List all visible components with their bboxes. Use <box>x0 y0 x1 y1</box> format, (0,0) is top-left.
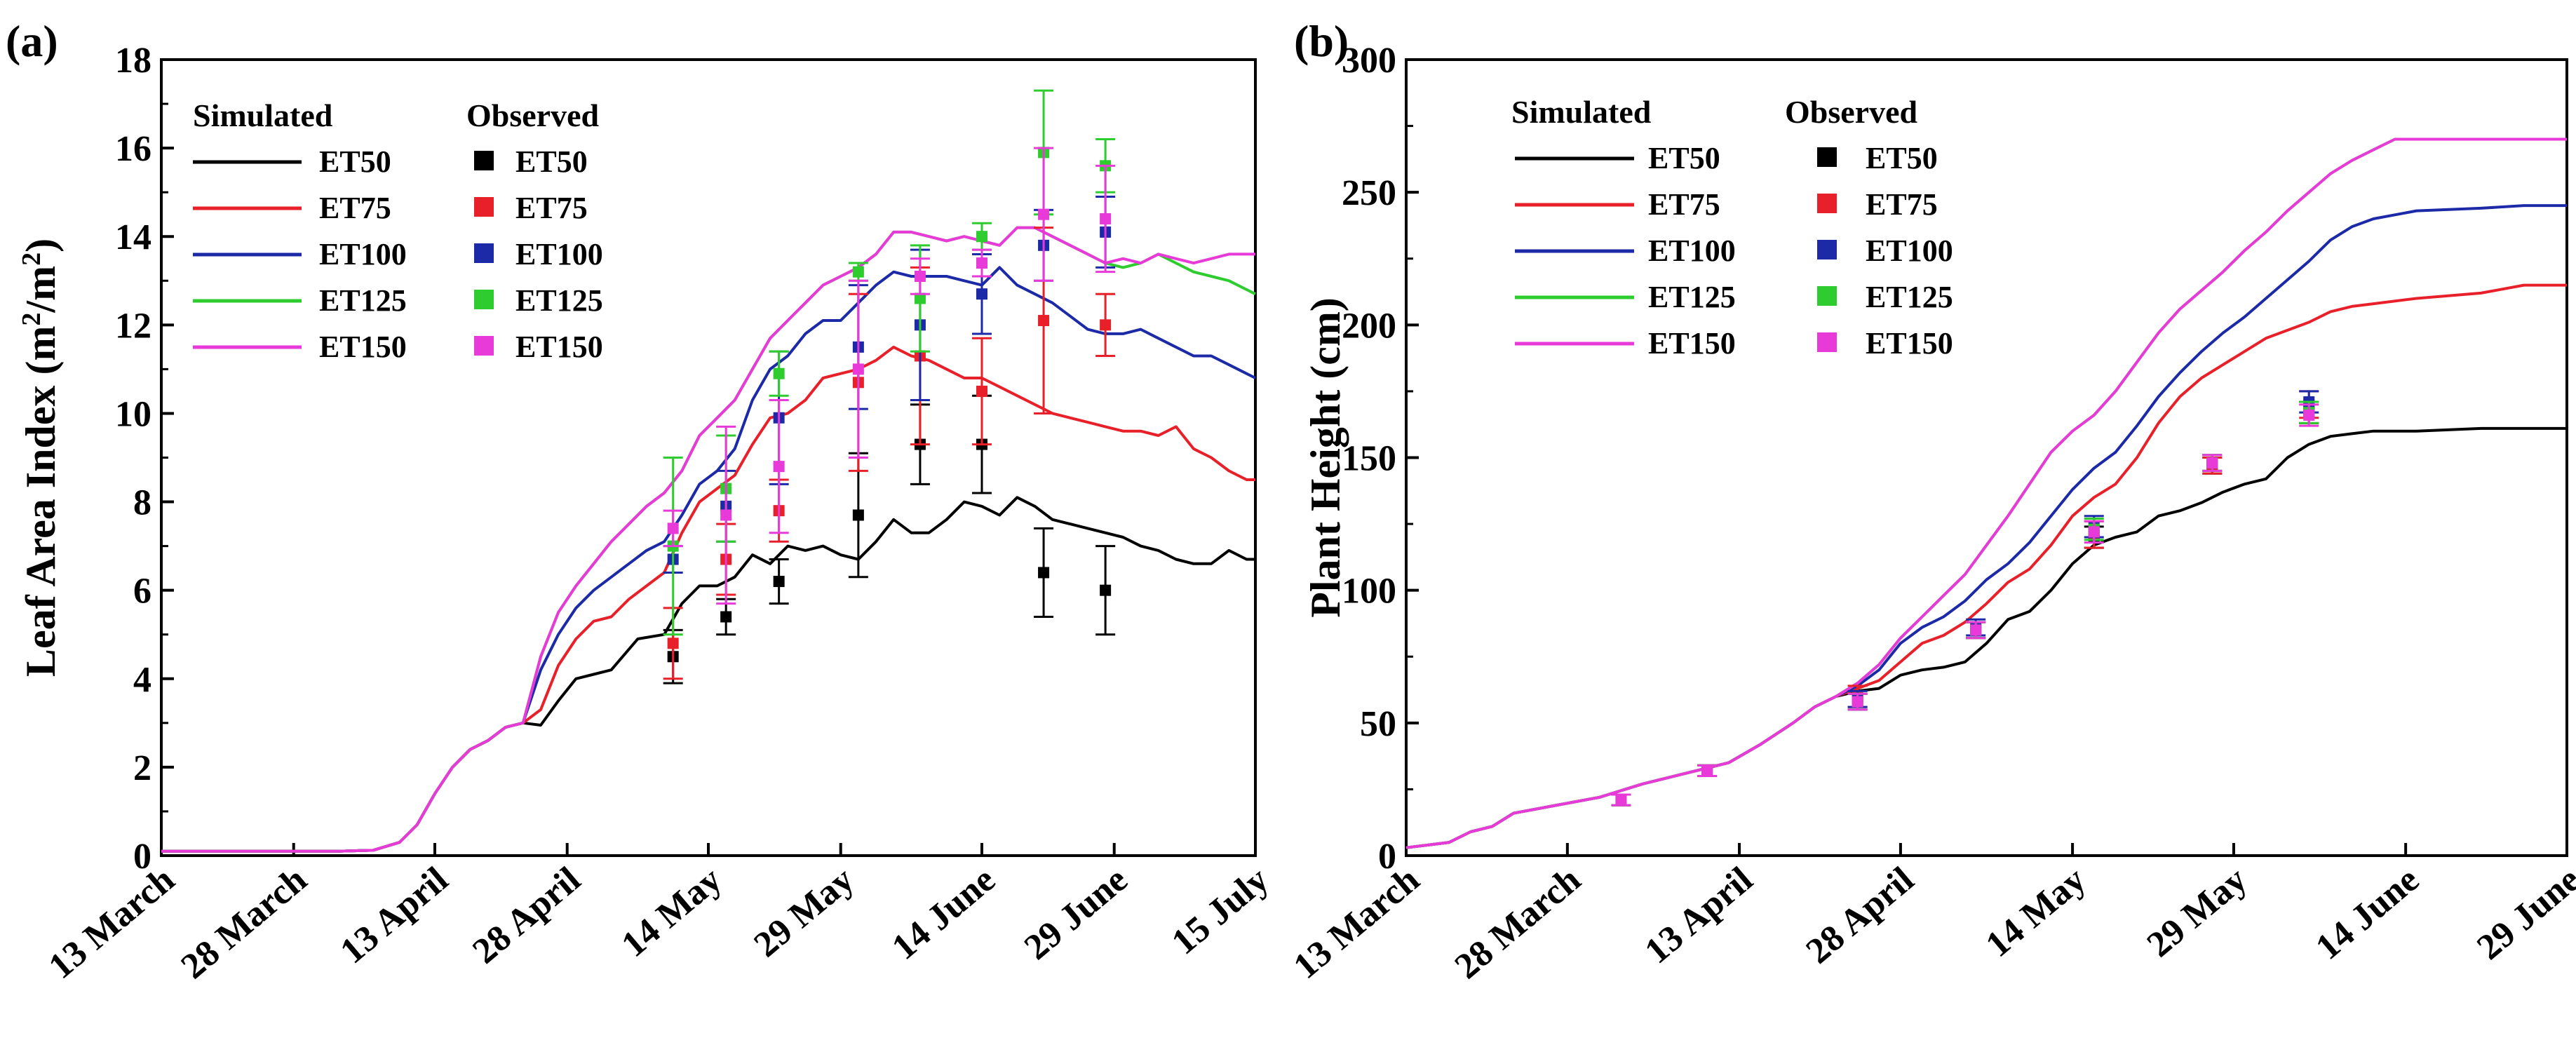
observed-point-et150 <box>1970 624 1982 636</box>
observed-point-et75 <box>976 385 987 397</box>
legend-marker-et75 <box>474 197 494 217</box>
observed-point-et150 <box>2206 457 2218 469</box>
legend-simulated-label: ET50 <box>319 144 391 179</box>
observed-point-et150 <box>773 461 785 473</box>
y-tick-label: 300 <box>1342 41 1396 81</box>
observed-point-et150 <box>1615 794 1627 806</box>
observed-point-et150 <box>1038 208 1050 220</box>
observed-point-et75 <box>1100 319 1112 331</box>
observed-point-et75 <box>667 638 679 649</box>
legend-observed-label: ET125 <box>1866 280 1953 314</box>
observed-point-et50 <box>852 509 864 521</box>
observed-point-et50 <box>720 611 732 623</box>
y-tick-label: 6 <box>133 572 151 612</box>
observed-point-et150 <box>1701 764 1713 776</box>
observed-point-et75 <box>1038 315 1050 327</box>
legend-marker-et150 <box>474 336 494 356</box>
legend-observed-header: Observed <box>1785 94 1918 130</box>
legend-simulated-label: ET50 <box>1648 141 1720 175</box>
legend-observed-label: ET150 <box>515 330 603 364</box>
legend-observed-label: ET100 <box>515 237 603 271</box>
observed-point-et125 <box>976 231 987 243</box>
legend-simulated-header: Simulated <box>193 97 333 133</box>
y-tick-label: 18 <box>115 41 151 81</box>
legend-observed-header: Observed <box>466 97 600 133</box>
legend: Simulated Observed ET50 ET50 ET75 ET75 ET100 ET… <box>193 97 603 364</box>
legend-marker-et50 <box>474 151 494 170</box>
y-axis-title-part: ) <box>18 238 64 252</box>
legend-observed-label: ET75 <box>1866 187 1938 222</box>
y-tick-label: 200 <box>1342 306 1396 346</box>
y-tick-label: 4 <box>133 660 151 700</box>
y-tick-label: 2 <box>133 748 151 788</box>
legend-simulated-label: ET75 <box>1648 187 1720 222</box>
y-tick-label: 0 <box>1378 837 1396 877</box>
y-tick-label: 0 <box>133 837 151 877</box>
legend-observed-label: ET50 <box>1866 141 1938 175</box>
legend: Simulated Observed ET50 ET50 ET75 ET75 ET100 ET… <box>1511 94 1953 360</box>
legend-observed-label: ET100 <box>1866 234 1953 268</box>
legend-marker-et150 <box>1817 332 1837 352</box>
legend-simulated-label: ET125 <box>319 283 407 318</box>
legend-observed-label: ET75 <box>515 191 588 225</box>
observed-point-et50 <box>773 576 785 588</box>
legend-marker-et125 <box>1817 286 1837 306</box>
y-tick-label: 150 <box>1342 439 1396 479</box>
legend-simulated-label: ET100 <box>1648 234 1736 268</box>
y-tick-label: 250 <box>1342 173 1396 213</box>
observed-point-et100 <box>976 288 987 300</box>
y-tick-label: 8 <box>133 483 151 523</box>
observed-point-et150 <box>976 257 987 269</box>
y-tick-label: 10 <box>115 394 151 434</box>
legend-simulated-label: ET150 <box>1648 326 1736 360</box>
observed-point-et150 <box>852 363 864 375</box>
y-axis-title-part: Leaf Area Index (m <box>18 326 64 677</box>
legend-simulated-header: Simulated <box>1511 94 1652 130</box>
legend-marker-et75 <box>1817 194 1837 213</box>
y-axis-title-superscript: 2 <box>17 252 46 266</box>
observed-point-et150 <box>667 522 679 534</box>
observed-point-et150 <box>720 509 732 521</box>
legend-observed-label: ET150 <box>1866 326 1953 360</box>
y-axis-title: Leaf Area Index (m2/m2) <box>17 238 64 677</box>
y-axis-title-part: /m <box>18 266 64 313</box>
y-tick-label: 14 <box>115 217 151 257</box>
legend-marker-et100 <box>1817 240 1837 259</box>
y-tick-label: 16 <box>115 129 151 169</box>
simulated-line-et150 <box>161 226 1255 853</box>
panel-label: (a) <box>6 16 58 66</box>
legend-observed-label: ET50 <box>515 144 588 179</box>
observed-point-et150 <box>1100 213 1112 224</box>
y-tick-label: 12 <box>115 306 151 346</box>
observed-point-et50 <box>1038 567 1050 579</box>
legend-simulated-label: ET75 <box>319 191 391 225</box>
legend-simulated-label: ET125 <box>1648 280 1736 314</box>
legend-simulated-label: ET100 <box>319 237 407 271</box>
y-tick-label: 50 <box>1360 704 1396 744</box>
legend-observed-label: ET125 <box>515 283 603 318</box>
y-axis-title: Plant Height (cm) <box>1302 297 1349 618</box>
observed-point-et150 <box>2303 409 2315 421</box>
legend-simulated-label: ET150 <box>319 330 407 364</box>
observed-point-et50 <box>1100 584 1112 596</box>
observed-point-et125 <box>852 266 864 278</box>
observed-point-et125 <box>773 367 785 379</box>
observed-point-et150 <box>914 270 926 282</box>
panel-label: (b) <box>1294 16 1349 66</box>
observed-point-et125 <box>914 292 926 304</box>
legend-marker-et100 <box>474 243 494 263</box>
y-axis-title-superscript: 2 <box>17 313 46 326</box>
simulated-line-et150 <box>1405 137 2567 849</box>
y-tick-label: 100 <box>1342 572 1396 612</box>
observed-point-et150 <box>1852 696 1863 708</box>
legend-marker-et50 <box>1817 147 1837 167</box>
observed-point-et150 <box>2088 526 2100 538</box>
legend-marker-et125 <box>474 290 494 309</box>
